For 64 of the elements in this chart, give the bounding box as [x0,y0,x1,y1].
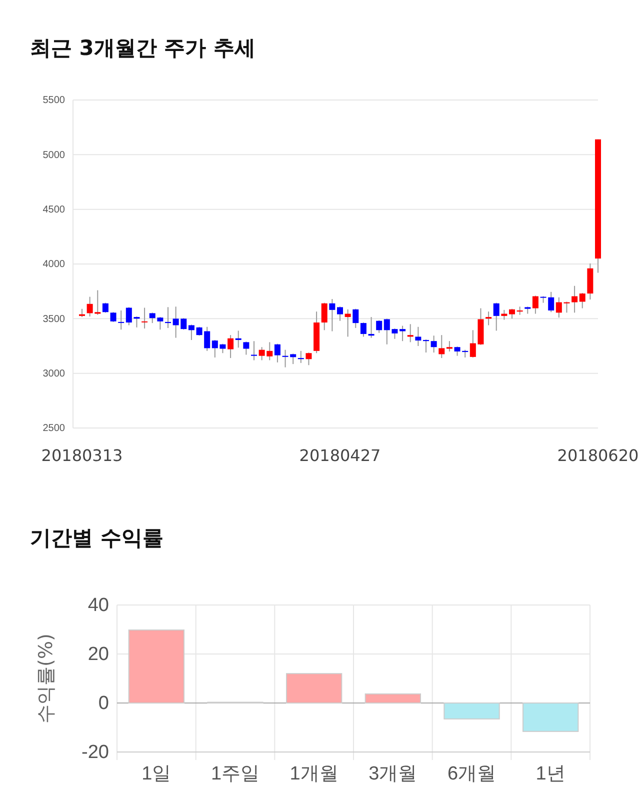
candlestick [298,350,304,364]
candlestick [430,335,437,354]
candlestick [306,352,312,366]
y-tick-label: 4500 [42,204,66,216]
candlestick [446,340,452,352]
y-tick-label: 3000 [42,368,66,380]
candlestick [110,312,116,322]
candlestick [415,326,422,346]
candlestick [423,338,429,354]
candlestick [251,340,257,361]
candlestick [509,308,515,320]
candlestick [165,306,171,328]
y-tick-label: 0 [98,693,109,714]
candlestick [407,324,414,343]
bar [444,702,500,720]
x-tick-label: 6개월 [447,763,496,784]
candlestick [368,316,374,338]
candlestick [321,302,328,331]
candlestick [344,308,351,338]
y-tick-label: 40 [88,595,109,616]
candlestick [360,322,366,338]
candlestick [102,302,108,314]
x-tick-label: 1개월 [290,763,338,784]
candlestick [438,334,445,359]
y-tick-label: 20 [88,644,109,666]
y-tick-label: 3500 [42,314,66,325]
x-tick-label: 20180620 [557,446,639,465]
candlestick [532,295,538,314]
bar [286,673,342,704]
candlestick [228,334,234,359]
candlestick [235,330,242,348]
candlestick [501,309,508,320]
x-tick-label: 3개월 [368,763,418,784]
y-tick-label: 5500 [42,95,66,106]
x-tick-label: 1주일 [210,763,260,784]
y-tick-label: 2500 [42,423,66,434]
candlestick [376,320,382,334]
chart-title: 기간별 수익률 [30,526,164,550]
y-axis-title: 수익률(%) [35,634,57,724]
candlestick [337,306,343,322]
x-tick-label: 1년 [536,763,566,784]
candlestick [572,285,578,314]
candlestick [516,306,523,316]
candlestick [243,341,250,356]
chart-title: 최근 3개월간 주가 추세 [30,36,256,60]
candlestick [329,298,336,332]
candlestick [352,308,359,328]
y-tick-label: -20 [82,742,109,764]
x-tick-label: 20180313 [41,446,123,465]
candlestick [274,343,280,363]
candlestick [486,311,492,326]
candlestick [493,302,500,332]
candlestick [400,325,406,342]
candlestick [142,307,148,330]
candlestick [118,310,124,330]
y-tick-label: 5000 [42,150,66,161]
bar [522,702,579,732]
bar [128,629,185,704]
y-tick-label: 4000 [42,259,66,270]
x-tick-label: 1일 [142,763,172,784]
candlestick [579,292,586,309]
x-tick-label: 20180427 [299,446,381,465]
candlestick [188,324,194,340]
bar [364,693,422,704]
